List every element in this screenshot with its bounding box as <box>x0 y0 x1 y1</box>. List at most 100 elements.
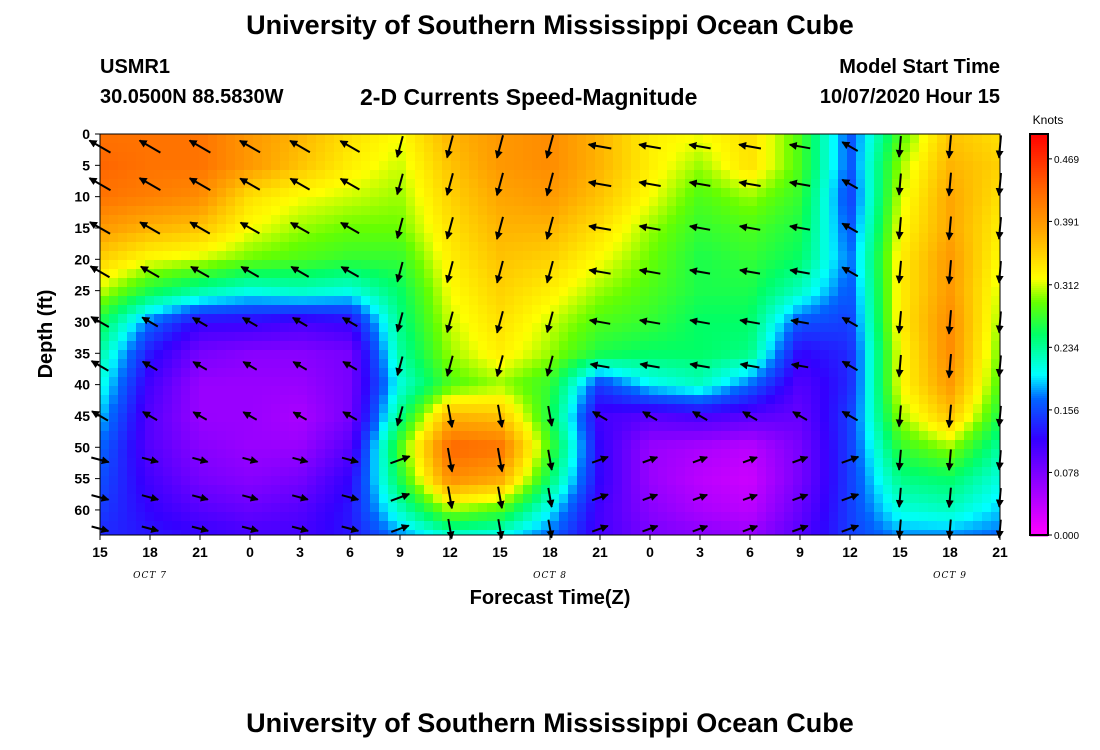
heatmap-cell <box>415 404 425 414</box>
heatmap-cell <box>127 197 137 207</box>
colorbar-segment <box>1030 306 1048 309</box>
heatmap-cell <box>496 449 506 459</box>
heatmap-cell <box>802 422 812 432</box>
heatmap-cell <box>271 143 281 153</box>
colorbar-segment <box>1030 454 1048 457</box>
heatmap-cell <box>505 161 515 171</box>
heatmap-cell <box>127 314 137 324</box>
heatmap-cell <box>424 251 434 261</box>
heatmap-cell <box>901 368 911 378</box>
heatmap-cell <box>721 269 731 279</box>
heatmap-cell <box>613 197 623 207</box>
heatmap-cell <box>703 458 713 468</box>
heatmap-cell <box>289 494 299 504</box>
heatmap-cell <box>541 134 551 144</box>
heatmap-cell <box>775 413 785 423</box>
heatmap-cell <box>199 242 209 252</box>
heatmap-cell <box>100 341 110 351</box>
heatmap-cell <box>685 494 695 504</box>
heatmap-cell <box>460 260 470 270</box>
current-arrow <box>789 223 811 232</box>
heatmap-cell <box>505 152 515 162</box>
heatmap-cell <box>361 521 371 531</box>
heatmap-cell <box>253 377 263 387</box>
heatmap-cell <box>505 233 515 243</box>
current-arrow <box>638 317 661 326</box>
heatmap-cell <box>865 197 875 207</box>
heatmap-cell <box>775 143 785 153</box>
speed-heatmap <box>100 134 1000 535</box>
heatmap-cell <box>775 161 785 171</box>
heatmap-cell <box>865 512 875 522</box>
heatmap-cell <box>991 233 1000 243</box>
heatmap-cell <box>910 386 920 396</box>
heatmap-cell <box>118 287 128 297</box>
heatmap-cell <box>343 242 353 252</box>
colorbar-segment <box>1030 190 1048 193</box>
heatmap-cell <box>586 503 596 513</box>
heatmap-cell <box>109 449 119 459</box>
heatmap-cell <box>874 476 884 486</box>
heatmap-cell <box>514 206 524 216</box>
heatmap-cell <box>892 332 902 342</box>
heatmap-cell <box>703 413 713 423</box>
heatmap-cell <box>136 350 146 360</box>
heatmap-cell <box>919 404 929 414</box>
heatmap-cell <box>649 170 659 180</box>
heatmap-cell <box>469 458 479 468</box>
heatmap-cell <box>649 197 659 207</box>
chart-subtitle: 2-D Currents Speed-Magnitude <box>360 84 698 110</box>
heatmap-cell <box>784 143 794 153</box>
heatmap-cell <box>262 341 272 351</box>
heatmap-cell <box>145 458 155 468</box>
heatmap-cell <box>721 377 731 387</box>
heatmap-cell <box>406 449 416 459</box>
heatmap-cell <box>991 377 1000 387</box>
heatmap-cell <box>955 341 965 351</box>
heatmap-cell <box>874 323 884 333</box>
heatmap-cell <box>424 368 434 378</box>
heatmap-cell <box>415 530 425 535</box>
colorbar-segment <box>1030 272 1048 275</box>
heatmap-cell <box>613 161 623 171</box>
heatmap-cell <box>244 494 254 504</box>
heatmap-cell <box>154 287 164 297</box>
heatmap-cell <box>685 386 695 396</box>
heatmap-cell <box>388 485 398 495</box>
heatmap-cell <box>145 296 155 306</box>
heatmap-cell <box>505 296 515 306</box>
heatmap-cell <box>442 350 452 360</box>
colorbar-segment <box>1030 292 1048 295</box>
heatmap-cell <box>307 386 317 396</box>
heatmap-cell <box>523 242 533 252</box>
heatmap-cell <box>235 431 245 441</box>
heatmap-cell <box>847 332 857 342</box>
heatmap-cell <box>559 197 569 207</box>
heatmap-cell <box>289 323 299 333</box>
heatmap-cell <box>955 521 965 531</box>
heatmap-cell <box>415 242 425 252</box>
heatmap-cell <box>928 224 938 234</box>
heatmap-cell <box>811 449 821 459</box>
heatmap-cell <box>622 530 632 535</box>
heatmap-cell <box>271 350 281 360</box>
heatmap-cell <box>568 269 578 279</box>
current-arrow <box>141 360 158 371</box>
current-arrow <box>688 179 711 188</box>
heatmap-cell <box>379 503 389 513</box>
heatmap-cell <box>523 377 533 387</box>
heatmap-cell <box>784 467 794 477</box>
heatmap-cell <box>316 305 326 315</box>
colorbar-segment <box>1030 340 1048 343</box>
heatmap-cell <box>325 260 335 270</box>
current-arrow <box>738 179 761 188</box>
heatmap-cell <box>253 134 263 144</box>
heatmap-cell <box>451 350 461 360</box>
heatmap-cell <box>712 512 722 522</box>
heatmap-cell <box>181 305 191 315</box>
heatmap-cell <box>613 395 623 405</box>
heatmap-cell <box>847 368 857 378</box>
heatmap-cell <box>937 287 947 297</box>
heatmap-cell <box>271 467 281 477</box>
